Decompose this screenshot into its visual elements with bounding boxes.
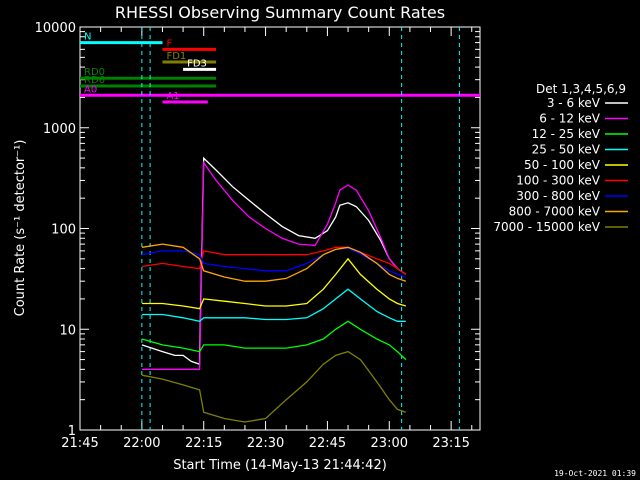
- mode-label-rd0: RD0: [84, 67, 105, 78]
- legend-label: 100 - 300 keV: [516, 174, 600, 188]
- x-tick-label: 21:45: [61, 436, 98, 451]
- x-tick-label: 22:45: [309, 436, 346, 451]
- legend-label: 3 - 6 keV: [547, 96, 601, 110]
- footer-timestamp: 19-Oct-2021 01:39: [554, 469, 636, 478]
- y-tick-label: 10000: [35, 21, 76, 36]
- series-line-7: [141, 243, 407, 282]
- legend-label: 7000 - 15000 keV: [493, 220, 600, 234]
- mode-label-f: F: [166, 38, 172, 49]
- series-line-5: [141, 246, 407, 275]
- mode-label-a0: A0: [84, 84, 97, 95]
- y-tick-label: 1: [68, 424, 76, 439]
- legend-title: Det 1,3,4,5,6,9: [536, 82, 626, 96]
- plot-area: 1 10 100 1000 10000 21:45 22:00 22:15 22:30 22:45…: [35, 21, 481, 451]
- mode-label-fd1: FD1: [166, 51, 186, 62]
- mode-label-n: N: [84, 32, 91, 43]
- legend-label: 300 - 800 keV: [516, 189, 600, 203]
- y-tick-label: 10: [59, 323, 76, 338]
- y-tick-label: 100: [51, 223, 76, 238]
- legend-label: 6 - 12 keV: [539, 112, 601, 126]
- mode-label-rd6: RD6: [84, 75, 105, 86]
- mode-label-a1: A1: [166, 91, 179, 102]
- series-line-8: [141, 350, 407, 423]
- y-axis-label: Count Rate (s⁻¹ detector⁻¹): [13, 140, 28, 317]
- legend-label: 25 - 50 keV: [532, 143, 601, 157]
- y-tick-label: 1000: [43, 122, 76, 137]
- series-line-2: [141, 320, 407, 361]
- legend-label: 800 - 7000 keV: [509, 205, 601, 219]
- x-tick-label: 22:15: [185, 436, 222, 451]
- series-line-3: [141, 288, 406, 323]
- x-tick-label: 23:15: [432, 436, 469, 451]
- series-line-4: [141, 257, 406, 310]
- x-tick-label: 23:00: [371, 436, 408, 451]
- legend-label: 12 - 25 keV: [532, 127, 601, 141]
- legend-label: 50 - 100 keV: [524, 158, 601, 172]
- series-line-0: [141, 156, 407, 366]
- x-axis-label: Start Time (14-May-13 21:44:42): [173, 458, 387, 473]
- mode-label-fd3: FD3: [187, 58, 207, 69]
- x-tick-label: 22:30: [247, 436, 284, 451]
- x-tick-label: 22:00: [123, 436, 160, 451]
- chart-title: RHESSI Observing Summary Count Rates: [115, 3, 445, 22]
